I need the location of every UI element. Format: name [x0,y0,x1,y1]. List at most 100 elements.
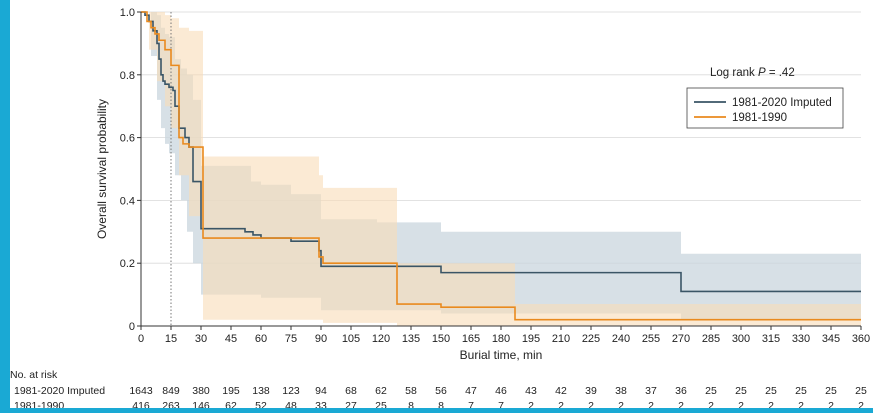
x-tick-label-16: 240 [612,333,630,345]
risk-cell-1-20: 2 [738,400,744,408]
risk-cell-0-1: 849 [162,385,180,397]
risk-cell-0-4: 138 [252,385,270,397]
risk-cell-0-5: 123 [282,385,300,397]
risk-cell-1-15: 2 [588,400,594,408]
risk-cell-1-22: 2 [798,400,804,408]
annotation-p: P [758,67,766,79]
legend-box [686,87,844,129]
x-tick-label-24: 360 [852,333,870,345]
risk-cell-1-23: 2 [828,400,834,408]
x-tick-label-6: 90 [315,333,327,345]
risk-cell-0-3: 195 [222,385,240,397]
risk-cell-0-6: 94 [315,385,327,397]
x-tick-labels: 0 15 30 45 60 75 90 105 120 135 150 165 180 195 210 225… [138,333,870,345]
survival-curve-series-1 [141,11,861,321]
risk-cell-0-7: 68 [345,385,357,397]
risk-cell-1-24: 2 [858,400,864,408]
risk-cell-0-9: 58 [405,385,417,397]
x-tick-label-23: 345 [822,333,840,345]
annotation-suffix: = .42 [766,67,795,79]
risk-cell-0-17: 37 [645,385,657,397]
x-tick-label-1: 15 [165,333,177,345]
risk-cell-0-15: 39 [585,385,597,397]
risk-cell-0-19: 25 [705,385,717,397]
y-tick-label-3: 0.6 [120,133,135,145]
risk-cell-1-9: 8 [408,400,414,408]
y-tick-label-4: 0.8 [120,70,135,82]
y-tick-label-1: 0.2 [120,258,135,270]
risk-cell-1-5: 48 [285,400,297,408]
x-tick-label-10: 150 [432,333,450,345]
risk-table-title: No. at risk [10,369,58,381]
legend: 1981-2020 Imputed 1981-1990 [686,87,844,129]
x-tick-label-9: 135 [402,333,420,345]
risk-row-label-1: 1981-1990 [14,400,64,408]
risk-cell-1-3: 62 [225,400,237,408]
risk-cell-0-20: 25 [735,385,747,397]
risk-cell-1-10: 8 [438,400,444,408]
x-tick-label-22: 330 [792,333,810,345]
risk-cell-1-2: 146 [192,400,210,408]
risk-cell-1-11: 7 [468,400,474,408]
axes [137,11,862,330]
risk-cell-1-4: 52 [255,400,267,408]
risk-cell-1-13: 2 [528,400,534,408]
risk-cell-0-11: 47 [465,385,477,397]
survival-curves [141,11,861,321]
risk-cell-0-16: 38 [615,385,627,397]
x-tick-label-21: 315 [762,333,780,345]
x-tick-label-17: 255 [642,333,660,345]
risk-cell-1-6: 33 [315,400,327,408]
survival-figure: 0 15 30 45 60 75 90 105 120 135 150 165 180 195 210 225… [10,0,873,412]
x-tick-label-2: 30 [195,333,207,345]
risk-cell-0-18: 36 [675,385,687,397]
risk-cell-0-12: 46 [495,385,507,397]
y-tick-label-2: 0.4 [120,195,135,207]
x-tick-label-8: 120 [372,333,390,345]
risk-table: 1981-2020 Imputed 1643 849 380 195 138 123 94 68… [14,385,867,412]
y-tick-label-0: 0 [129,321,135,333]
risk-cell-0-22: 25 [795,385,807,397]
risk-cell-1-12: 7 [498,400,504,408]
y-axis-label: Overall survival probability [95,99,109,239]
risk-cell-1-16: 2 [618,400,624,408]
x-tick-label-15: 225 [582,333,600,345]
risk-cell-1-14: 2 [558,400,564,408]
y-tick-label-5: 1.0 [120,7,135,19]
risk-cell-0-0: 1643 [129,385,153,397]
risk-cell-1-21: 2 [768,400,774,408]
risk-cell-1-17: 2 [648,400,654,408]
x-tick-label-12: 180 [492,333,510,345]
risk-cell-0-14: 42 [555,385,567,397]
log-rank-annotation: Log rank P = .42 [710,67,795,79]
survival-curve-series-0 [141,11,861,293]
risk-cell-1-0: 416 [132,400,150,408]
x-tick-label-7: 105 [342,333,360,345]
legend-label-0: 1981-2020 Imputed [732,97,832,109]
risk-cell-0-8: 62 [375,385,387,397]
legend-label-1: 1981-1990 [732,112,787,124]
risk-cell-1-8: 25 [375,400,387,408]
confidence-bands [141,12,861,326]
risk-cell-1-1: 263 [162,400,180,408]
x-tick-label-11: 165 [462,333,480,345]
risk-cell-1-18: 2 [678,400,684,408]
ci-band-series-1 [141,12,861,326]
risk-cell-1-19: 2 [708,400,714,408]
x-tick-label-0: 0 [138,333,144,345]
x-tick-label-19: 285 [702,333,720,345]
y-tick-labels: 0 0.2 0.4 0.6 0.8 1.0 [120,7,135,333]
risk-cell-0-24: 25 [855,385,867,397]
x-tick-label-5: 75 [285,333,297,345]
x-tick-label-4: 60 [255,333,267,345]
risk-cell-0-13: 43 [525,385,537,397]
risk-cell-1-7: 27 [345,400,357,408]
risk-cell-0-21: 25 [765,385,777,397]
x-tick-label-18: 270 [672,333,690,345]
x-tick-label-3: 45 [225,333,237,345]
risk-cell-0-23: 25 [825,385,837,397]
risk-cell-0-2: 380 [192,385,210,397]
annotation-prefix: Log rank [710,67,758,79]
x-tick-label-13: 195 [522,333,540,345]
risk-cell-0-10: 56 [435,385,447,397]
